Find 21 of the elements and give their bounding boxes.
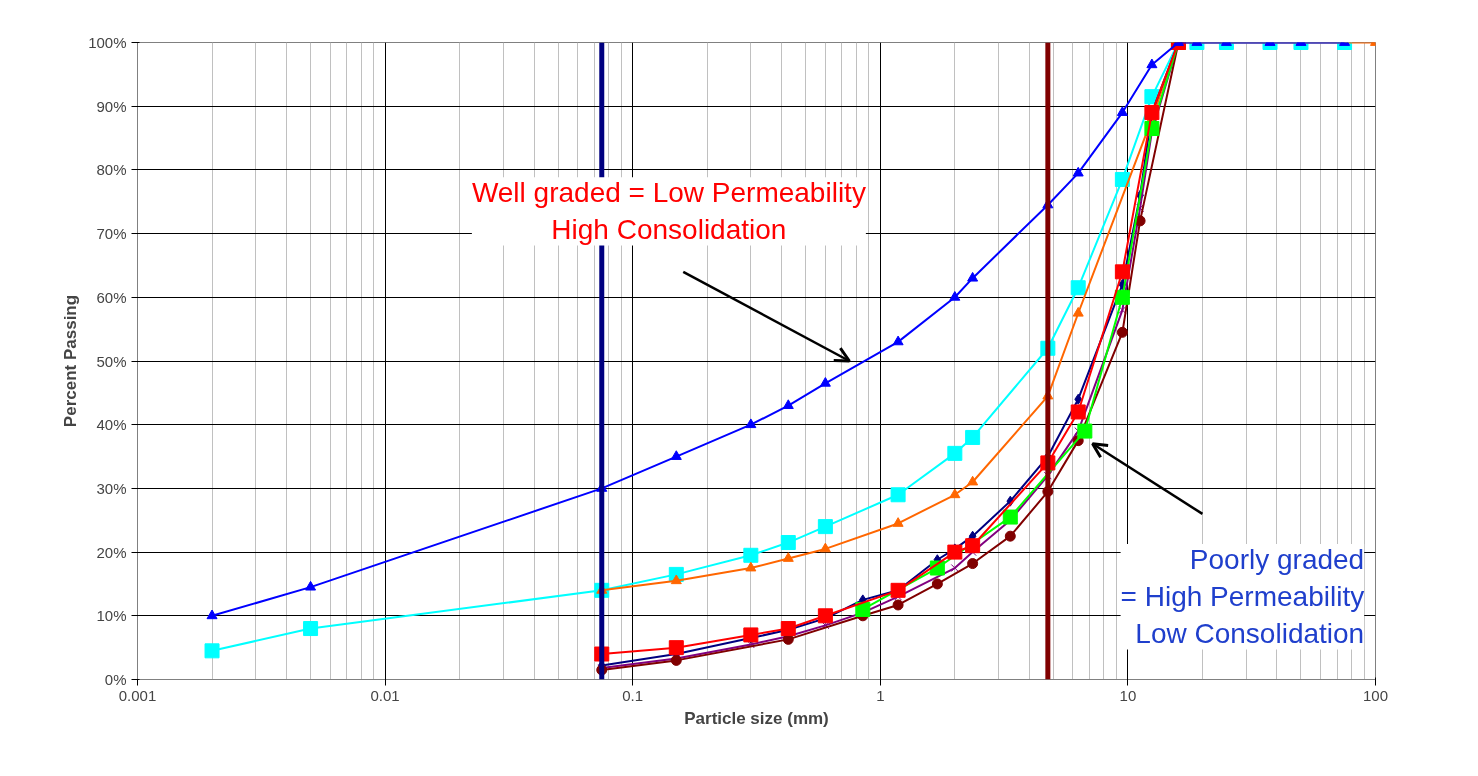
y-tick-label: 50%: [96, 352, 127, 370]
x-tick-label: 1: [876, 686, 885, 704]
x-tick-label: 0.1: [622, 686, 644, 704]
y-tick-label: 60%: [96, 288, 127, 306]
x-tick-label: 0.001: [118, 686, 157, 704]
annotation: Poorly graded = High Permeability Low Consolidation: [1120, 543, 1365, 650]
x-tick-label: 10: [1119, 686, 1137, 704]
y-tick-label: 70%: [96, 225, 127, 243]
x-tick-label: 100: [1362, 686, 1389, 704]
y-tick-label: 90%: [96, 97, 127, 115]
y-tick-label: 20%: [96, 543, 127, 561]
y-axis-title: Percent Passing: [61, 294, 81, 428]
annotation: Well graded = Low Permeability High Consolidation: [471, 177, 866, 246]
y-tick-label: 30%: [96, 479, 127, 497]
y-tick-label: 0%: [104, 671, 127, 688]
y-tick-label: 80%: [96, 161, 127, 179]
y-tick-label: 100%: [88, 34, 127, 51]
y-tick-label: 10%: [96, 607, 127, 625]
x-tick-label: 0.01: [370, 686, 400, 704]
x-axis-title: Particle size (mm): [684, 708, 829, 728]
y-tick-label: 40%: [96, 416, 127, 434]
